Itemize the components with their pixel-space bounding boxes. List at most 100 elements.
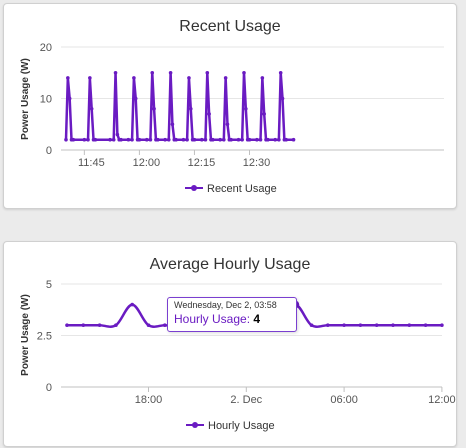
x-tick-label: 2. Dec <box>230 394 262 406</box>
data-point[interactable] <box>86 137 90 142</box>
data-point[interactable] <box>277 137 281 142</box>
data-point[interactable] <box>211 137 215 142</box>
data-point[interactable] <box>146 323 151 327</box>
data-point[interactable] <box>97 323 102 327</box>
data-point[interactable] <box>262 112 266 116</box>
data-point[interactable] <box>260 76 265 80</box>
data-point[interactable] <box>66 76 70 80</box>
data-point[interactable] <box>130 302 134 307</box>
data-point[interactable] <box>192 137 197 142</box>
data-point[interactable] <box>166 137 171 142</box>
data-point[interactable] <box>67 96 72 101</box>
data-point[interactable] <box>133 96 138 101</box>
x-tick-label: 11:45 <box>78 157 105 169</box>
data-point[interactable] <box>132 76 136 80</box>
data-point[interactable] <box>119 137 123 142</box>
data-point[interactable] <box>280 96 285 101</box>
data-point[interactable] <box>266 137 270 142</box>
recent-usage-chart: Recent Usage Power Usage (W) 0 10 20 11:45… <box>20 18 444 195</box>
data-point[interactable] <box>440 323 444 327</box>
chart-tooltip: Wednesday, Dec 2, 03:58 Hourly Usage: 4 <box>167 297 297 332</box>
x-tick-label: 06:00 <box>330 394 358 406</box>
tooltip-series-label: Hourly Usage: <box>174 312 251 326</box>
data-point[interactable] <box>242 70 246 75</box>
data-point[interactable] <box>71 137 76 142</box>
data-point[interactable] <box>258 137 263 142</box>
average-hourly-usage-chart-card: Average Hourly Usage Power Usage (W) 0 2.… <box>3 241 457 447</box>
data-point[interactable] <box>358 323 363 327</box>
data-point[interactable] <box>203 137 208 142</box>
tooltip-value-line: Hourly Usage: 4 <box>174 312 290 326</box>
data-point[interactable] <box>155 137 160 142</box>
data-point[interactable] <box>170 122 175 127</box>
data-point[interactable] <box>229 137 233 142</box>
data-point[interactable] <box>342 323 346 327</box>
data-point[interactable] <box>88 76 92 80</box>
data-point[interactable] <box>291 137 296 142</box>
data-point[interactable] <box>82 137 87 142</box>
data-point[interactable] <box>255 137 259 142</box>
data-point[interactable] <box>309 323 314 327</box>
data-point[interactable] <box>126 137 131 142</box>
legend[interactable]: Hourly Usage <box>186 420 275 432</box>
data-point[interactable] <box>181 137 186 142</box>
data-point[interactable] <box>207 112 211 116</box>
data-point[interactable] <box>188 107 193 111</box>
data-point[interactable] <box>222 137 226 142</box>
data-point[interactable] <box>278 70 283 75</box>
data-point[interactable] <box>89 107 94 111</box>
legend-marker-icon <box>191 185 197 191</box>
data-point[interactable] <box>284 137 289 142</box>
data-point[interactable] <box>130 137 134 142</box>
data-point[interactable] <box>174 137 178 142</box>
data-point[interactable] <box>111 137 116 142</box>
data-point[interactable] <box>247 137 252 142</box>
data-point[interactable] <box>244 107 248 111</box>
legend-label[interactable]: Recent Usage <box>207 183 277 195</box>
chart-title: Recent Usage <box>179 18 280 35</box>
data-point[interactable] <box>93 137 98 142</box>
x-tick-label: 12:15 <box>188 157 216 169</box>
data-point[interactable] <box>113 70 118 75</box>
data-point[interactable] <box>163 137 167 142</box>
chart-title: Average Hourly Usage <box>150 256 311 273</box>
data-point[interactable] <box>150 70 155 75</box>
data-point[interactable] <box>108 137 112 142</box>
y-tick-label: 2.5 <box>37 331 52 343</box>
data-point[interactable] <box>64 137 68 142</box>
data-point[interactable] <box>114 323 118 327</box>
tooltip-date: Wednesday, Dec 2, 03:58 <box>174 300 277 310</box>
x-tick-label: 12:00 <box>133 157 161 169</box>
data-point[interactable] <box>187 76 191 80</box>
legend[interactable]: Recent Usage <box>185 183 277 195</box>
x-tick-label: 18:00 <box>135 394 163 406</box>
data-point[interactable] <box>152 107 156 111</box>
data-point[interactable] <box>273 137 277 142</box>
data-point[interactable] <box>391 323 395 327</box>
series-line <box>64 71 294 141</box>
data-point[interactable] <box>115 132 120 137</box>
data-point[interactable] <box>144 137 149 142</box>
data-point[interactable] <box>407 323 412 327</box>
data-point[interactable] <box>199 137 204 142</box>
data-point[interactable] <box>218 137 222 142</box>
data-point[interactable] <box>374 323 379 327</box>
data-point[interactable] <box>163 323 167 327</box>
data-point[interactable] <box>137 137 142 142</box>
data-point[interactable] <box>240 137 244 142</box>
data-point[interactable] <box>185 137 189 142</box>
y-tick-label: 5 <box>46 279 52 291</box>
legend-label[interactable]: Hourly Usage <box>208 420 275 432</box>
data-point[interactable] <box>423 323 428 327</box>
y-tick-label: 20 <box>40 42 52 54</box>
data-point[interactable] <box>225 122 230 127</box>
data-point[interactable] <box>168 70 173 75</box>
data-point[interactable] <box>81 323 86 327</box>
data-point[interactable] <box>223 76 228 80</box>
y-tick-label: 0 <box>46 382 52 394</box>
data-point[interactable] <box>236 137 241 142</box>
data-point[interactable] <box>65 323 69 327</box>
data-point[interactable] <box>326 323 330 327</box>
data-point[interactable] <box>205 70 210 75</box>
data-point[interactable] <box>148 137 153 142</box>
